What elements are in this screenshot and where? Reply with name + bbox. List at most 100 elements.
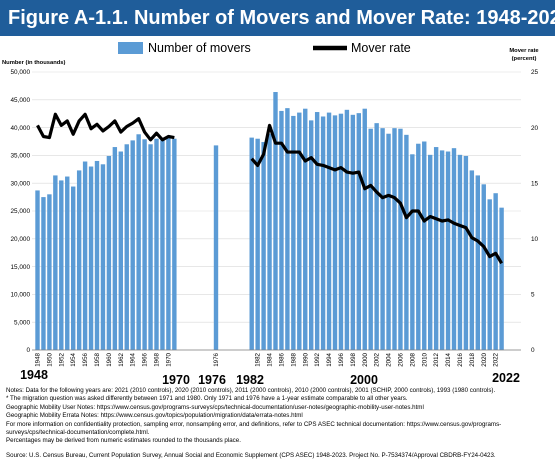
x-tick-label: 2022	[493, 352, 500, 366]
chart-title: Figure A-1.1. Number of Movers and Mover…	[8, 7, 555, 29]
right-tick-label: 0	[531, 347, 535, 354]
bar	[398, 128, 403, 350]
bar	[338, 113, 344, 350]
bar	[88, 166, 94, 350]
left-tick-label: 5,000	[14, 319, 30, 326]
note-line: Geographic Mobility User Notes: https://…	[6, 403, 424, 411]
left-tick-label: 15,000	[10, 264, 30, 271]
right-tick-label: 20	[531, 125, 539, 132]
bar	[428, 154, 433, 350]
bar	[326, 112, 332, 350]
year-annotation: 1948	[20, 368, 48, 382]
x-tick-label: 1968	[154, 352, 161, 366]
bar	[416, 143, 421, 350]
year-annotation: 2022	[492, 371, 520, 385]
bar	[166, 138, 171, 350]
year-annotation: 1970	[162, 373, 190, 387]
bar	[493, 193, 498, 350]
bar	[410, 154, 415, 350]
bar	[172, 138, 177, 350]
bar	[106, 155, 112, 350]
bar	[213, 145, 219, 350]
bar	[142, 139, 147, 350]
x-tick-label: 1956	[82, 352, 89, 366]
bar	[100, 164, 106, 350]
legend-label-line: Mover rate	[351, 41, 411, 55]
x-tick-label: 1984	[267, 352, 274, 366]
bar	[279, 110, 284, 350]
bar	[65, 176, 70, 350]
bar	[445, 151, 451, 350]
bar	[154, 138, 159, 350]
right-tick-label: 10	[531, 236, 539, 243]
note-line: Percentages may be derived from numeric …	[6, 437, 241, 445]
x-tick-label: 1982	[255, 352, 262, 366]
bar	[41, 197, 46, 350]
bar	[148, 144, 153, 350]
x-tick-label: 1954	[70, 352, 77, 366]
bar	[285, 108, 290, 350]
bar	[368, 128, 373, 350]
bar	[499, 207, 504, 350]
x-tick-label: 2018	[469, 352, 476, 366]
note-line: For more information on confidentiality …	[6, 420, 502, 428]
bar	[392, 128, 397, 350]
bar	[249, 137, 254, 350]
year-annotation: 2000	[350, 373, 378, 387]
x-tick-label: 1988	[290, 352, 297, 366]
left-tick-label: 35,000	[10, 153, 30, 160]
bar	[314, 112, 320, 350]
left-tick-label: 25,000	[10, 208, 30, 215]
bar	[59, 180, 64, 350]
bar	[136, 134, 141, 350]
title-bar: Figure A-1.1. Number of Movers and Mover…	[0, 0, 555, 36]
bar	[291, 115, 296, 350]
bar	[320, 116, 326, 350]
x-tick-label: 1950	[46, 352, 53, 366]
bar	[457, 154, 463, 350]
note-line: surveys/cps/technical-documentation/comp…	[6, 429, 150, 437]
bar	[356, 113, 361, 350]
bar	[380, 128, 385, 350]
bar	[82, 161, 88, 350]
bar	[344, 109, 350, 350]
bar	[160, 140, 165, 350]
chart-notes: Notes: Data for the following years are:…	[6, 387, 551, 446]
bar	[475, 175, 480, 350]
bar	[297, 112, 302, 350]
bar	[47, 194, 52, 350]
x-tick-label: 2014	[445, 352, 452, 366]
x-tick-label: 2016	[457, 352, 464, 366]
x-tick-label: 1952	[58, 352, 65, 366]
x-tick-label: 1948	[35, 352, 42, 366]
bar	[374, 123, 379, 351]
bar	[433, 147, 439, 350]
bar	[303, 108, 308, 350]
left-tick-label: 45,000	[10, 97, 30, 104]
bar	[267, 133, 272, 350]
left-axis-label: Number (in thousands)	[2, 60, 66, 66]
right-tick-label: 15	[531, 180, 539, 187]
x-tick-label: 1958	[94, 352, 101, 366]
bar	[386, 133, 391, 350]
x-tick-label: 2002	[374, 352, 381, 366]
bar	[71, 186, 76, 350]
left-tick-label: 40,000	[10, 125, 30, 132]
bar	[261, 142, 266, 350]
series-line-mover-rate	[36, 112, 175, 142]
bar	[255, 138, 260, 350]
note-line: Notes: Data for the following years are:…	[6, 387, 496, 394]
bar	[451, 148, 457, 350]
bar	[350, 114, 356, 350]
x-tick-label: 2000	[362, 352, 369, 366]
bar	[94, 160, 100, 350]
bar	[273, 92, 278, 351]
left-tick-label: 30,000	[10, 180, 30, 187]
left-tick-label: 20,000	[10, 236, 30, 243]
left-tick-label: 50,000	[10, 69, 30, 76]
bar	[362, 108, 367, 350]
x-tick-label: 2008	[409, 352, 416, 366]
x-tick-label: 2010	[421, 352, 428, 366]
bar	[130, 140, 135, 350]
bar	[118, 151, 123, 350]
